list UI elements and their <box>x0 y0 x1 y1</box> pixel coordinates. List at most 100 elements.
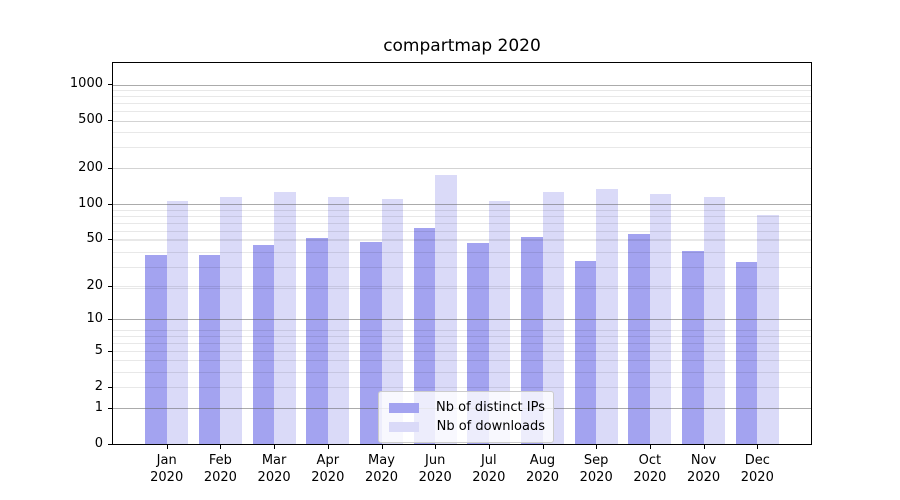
bar-downloads-sep <box>596 188 618 444</box>
x-tick-mark <box>435 445 437 449</box>
legend-item-label: Nb of distinct IPs <box>436 400 545 415</box>
x-tick-label: Feb 2020 <box>203 453 237 485</box>
gridline-minor <box>113 350 811 352</box>
y-tick-label: 500 <box>78 112 103 127</box>
x-tick-mark <box>488 445 490 449</box>
y-tick-label: 20 <box>86 278 103 293</box>
x-tick-mark <box>757 445 759 449</box>
bar-distinct-ips-dec <box>735 262 758 444</box>
gridline-minor <box>113 335 811 337</box>
y-tick-mark <box>108 351 112 352</box>
y-tick-label: 0 <box>94 436 103 451</box>
y-tick-label: 200 <box>78 160 103 175</box>
x-tick-label: Nov 2020 <box>687 453 721 485</box>
gridline-minor <box>113 209 811 211</box>
x-tick-mark <box>703 445 705 449</box>
gridline-minor <box>113 267 811 268</box>
gridline-minor <box>113 252 811 253</box>
gridline-minor <box>113 120 811 122</box>
y-tick-mark <box>108 204 112 205</box>
bar-distinct-ips-oct <box>628 233 650 444</box>
gridline-minor <box>113 342 811 344</box>
gridline-minor <box>113 96 811 98</box>
gridline-minor <box>113 147 811 149</box>
gridline-minor <box>113 371 811 373</box>
y-axis: 0 1 2 5 10 20 50 100 200 500 1000 <box>0 63 112 451</box>
gridline-minor <box>113 386 811 388</box>
bar-distinct-ips-jan <box>145 254 167 444</box>
gridline-minor <box>113 288 811 290</box>
gridline-minor <box>113 120 811 122</box>
y-tick-label: 1 <box>94 400 103 415</box>
x-axis: Jan 2020 Feb 2020 Mar 2020 Apr 2020 May 2020… <box>113 445 811 495</box>
gridline-minor <box>113 132 811 134</box>
y-tick-mark <box>108 444 112 445</box>
x-tick-mark <box>166 445 168 449</box>
gridline-minor <box>113 168 811 170</box>
legend-item: Nb of downloads <box>389 417 545 436</box>
bar-distinct-ips-nov <box>682 250 704 444</box>
legend: Nb of distinct IPs Nb of downloads <box>378 391 554 443</box>
gridline-minor <box>113 90 811 91</box>
x-tick-mark <box>327 445 329 449</box>
bar-downloads-nov <box>703 197 726 444</box>
bar-distinct-ips-may <box>360 241 382 444</box>
x-tick-mark <box>649 445 651 449</box>
gridline-minor <box>113 360 811 362</box>
y-tick-mark <box>108 408 112 409</box>
legend-swatch-icon <box>389 421 419 432</box>
bar-downloads-jun <box>435 174 457 444</box>
y-tick-mark <box>108 319 112 320</box>
x-tick-mark <box>596 445 598 449</box>
gridline-minor <box>113 168 811 169</box>
y-tick-mark <box>108 239 112 240</box>
y-tick-label: 100 <box>78 196 103 211</box>
bar-distinct-ips-apr <box>306 238 328 444</box>
y-tick-mark <box>108 168 112 169</box>
bar-downloads-jan <box>166 201 189 444</box>
bar-distinct-ips-sep <box>574 260 597 444</box>
x-tick-label: Dec 2020 <box>740 453 774 485</box>
bar-downloads-jul <box>488 201 511 444</box>
x-tick-mark <box>220 445 222 449</box>
x-tick-label: Aug 2020 <box>525 453 560 485</box>
bar-distinct-ips-mar <box>252 244 275 444</box>
gridline-minor <box>113 240 811 242</box>
y-tick-mark <box>108 387 112 388</box>
bar-downloads-aug <box>542 191 564 444</box>
bar-downloads-may <box>381 198 403 444</box>
chart-title: compartmap 2020 <box>383 36 541 56</box>
gridline-major <box>113 319 811 321</box>
bar-distinct-ips-feb <box>198 254 221 444</box>
gridline-minor <box>113 239 811 241</box>
y-tick-mark <box>108 286 112 287</box>
bar-downloads-apr <box>327 196 350 444</box>
y-tick-label: 2 <box>94 379 103 394</box>
gridline-minor <box>113 216 811 217</box>
gridline-minor <box>113 111 811 113</box>
bar-downloads-dec <box>757 215 779 444</box>
y-tick-mark <box>108 120 112 121</box>
gridline-minor <box>113 329 811 331</box>
y-tick-label: 50 <box>86 231 103 246</box>
y-tick-label: 5 <box>94 343 103 358</box>
bar-downloads-mar <box>274 191 296 444</box>
legend-item-label: Nb of downloads <box>436 419 545 434</box>
x-tick-label: Sep 2020 <box>579 453 613 485</box>
gridline-major <box>113 84 811 86</box>
x-tick-label: Apr 2020 <box>311 453 345 485</box>
gridline-minor <box>113 230 811 232</box>
x-tick-label: Jun 2020 <box>418 453 452 485</box>
x-tick-mark <box>542 445 544 449</box>
gridline-major <box>113 203 811 205</box>
x-tick-label: May 2020 <box>364 453 399 485</box>
x-tick-label: Jan 2020 <box>150 453 184 485</box>
x-tick-mark <box>381 445 383 449</box>
x-tick-mark <box>274 445 276 449</box>
plot-area <box>112 62 812 445</box>
gridline-minor <box>113 103 811 105</box>
y-tick-label: 1000 <box>69 76 103 91</box>
gridline-minor <box>113 222 811 224</box>
bar-downloads-feb <box>220 197 242 444</box>
gridline-minor <box>113 285 811 287</box>
